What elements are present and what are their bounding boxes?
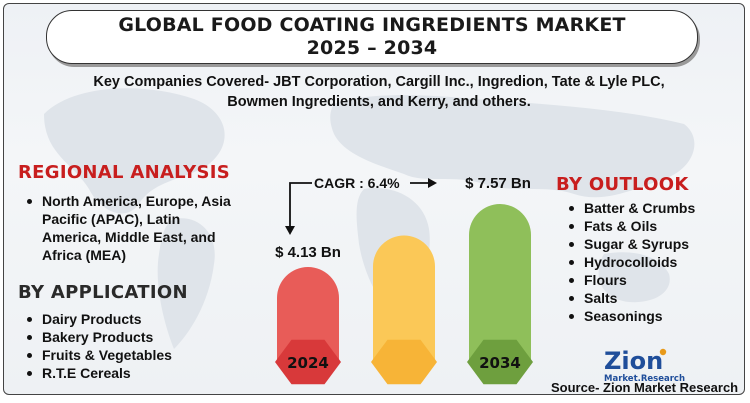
svg-text:Zion: Zion: [604, 347, 663, 375]
by-application-heading: BY APPLICATION: [18, 282, 188, 303]
category-label: 2034: [479, 354, 521, 372]
bar-2034: [469, 204, 531, 364]
cagr-label: CAGR : 6.4%: [314, 175, 400, 191]
cagr-arrow-down: [289, 182, 312, 230]
outlook-item: Seasonings: [564, 307, 744, 325]
regional-item: North America, Europe, Asia Pacific (APA…: [22, 192, 232, 264]
outlook-item: Salts: [564, 289, 744, 307]
title-line-1: GLOBAL FOOD COATING INGREDIENTS MARKET: [118, 14, 626, 36]
category-label: 2024: [287, 354, 329, 372]
application-item: Bakery Products: [22, 328, 232, 346]
outlook-item: Fats & Oils: [564, 217, 744, 235]
infographic: GLOBAL FOOD COATING INGREDIENTS MARKET 2…: [3, 3, 745, 395]
outlook-item: Hydrocolloids: [564, 253, 744, 271]
application-list: Dairy Products Bakery Products Fruits & Ve…: [22, 310, 232, 382]
title-banner: GLOBAL FOOD COATING INGREDIENTS MARKET 2…: [46, 10, 698, 64]
title-line-2: 2025 – 2034: [306, 37, 438, 59]
regional-list: North America, Europe, Asia Pacific (APA…: [22, 192, 232, 264]
bar-base-hexagon: [371, 339, 437, 385]
value-label-2024: $ 4.13 Bn: [275, 244, 341, 261]
outlook-item: Batter & Crumbs: [564, 199, 744, 217]
svg-text:Market.Research: Market.Research: [604, 374, 685, 384]
outlook-item: Sugar & Syrups: [564, 235, 744, 253]
market-size-chart: 2024 2034 $ 4.13 Bn $ 7.57 Bn CAGR : 6.4%: [234, 164, 544, 394]
application-item: Dairy Products: [22, 310, 232, 328]
application-item: Fruits & Vegetables: [22, 346, 232, 364]
regional-analysis-heading: REGIONAL ANALYSIS: [18, 162, 231, 183]
zion-logo: Zion Market.Research: [596, 343, 688, 387]
key-companies-text: Key Companies Covered- JBT Corporation, …: [93, 74, 665, 110]
outlook-item: Flours: [564, 271, 744, 289]
bar-base-hexagon: [467, 339, 533, 385]
application-item: R.T.E Cereals: [22, 364, 232, 382]
arrow-head-down: [285, 226, 295, 235]
arrow-head-right: [428, 178, 437, 188]
outlook-list: Batter & Crumbs Fats & Oils Sugar & Syrups…: [564, 199, 744, 325]
bar-base-hexagon: [275, 339, 341, 385]
source-text: Source- Zion Market Research: [551, 380, 739, 395]
by-outlook-heading: BY OUTLOOK: [556, 174, 689, 195]
bar-mid: [373, 235, 435, 364]
value-label-2034: $ 7.57 Bn: [465, 175, 531, 192]
